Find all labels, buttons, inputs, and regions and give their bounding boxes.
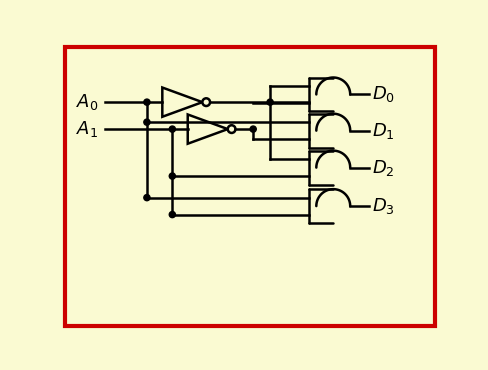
Text: $D_2$: $D_2$ <box>372 158 394 178</box>
Text: $A_0$: $A_0$ <box>76 92 99 112</box>
Text: $D_1$: $D_1$ <box>372 121 394 141</box>
Circle shape <box>144 119 150 125</box>
Circle shape <box>144 195 150 201</box>
Circle shape <box>169 126 175 132</box>
Text: $D_0$: $D_0$ <box>372 84 395 104</box>
Circle shape <box>169 173 175 179</box>
Circle shape <box>250 126 256 132</box>
Circle shape <box>267 99 273 105</box>
Circle shape <box>169 212 175 218</box>
Text: $D_3$: $D_3$ <box>372 196 395 216</box>
Text: $A_1$: $A_1$ <box>76 119 98 139</box>
Circle shape <box>144 99 150 105</box>
